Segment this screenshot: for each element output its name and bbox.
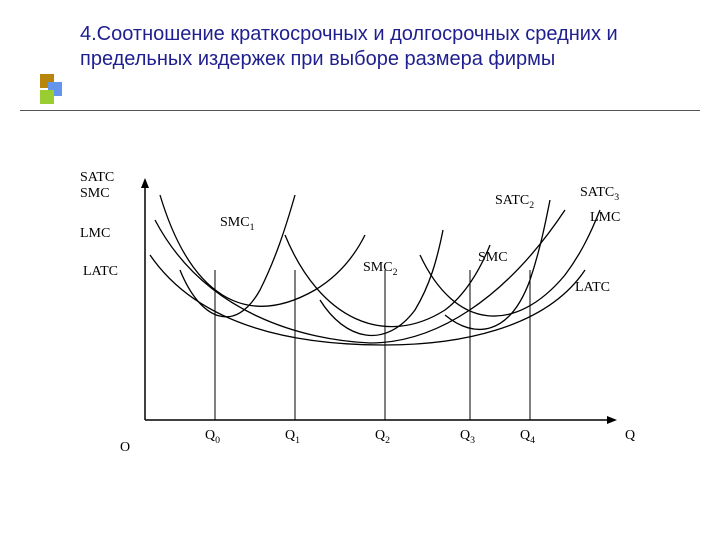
x-tick-label-2: Q2 bbox=[375, 428, 390, 446]
y-axis-label-2: LMC bbox=[80, 226, 110, 242]
curve-label-1: SMC2 bbox=[363, 260, 397, 278]
x-tick-label-4: Q4 bbox=[520, 428, 535, 446]
y-axis-label-1: SMC bbox=[80, 186, 110, 202]
x-axis-label: Q bbox=[625, 428, 635, 444]
y-axis-label-0: SATC bbox=[80, 170, 114, 186]
y-axis-label-3: LATC bbox=[83, 264, 118, 280]
x-tick-label-3: Q3 bbox=[460, 428, 475, 446]
curve-label-6: LATC bbox=[575, 280, 610, 296]
curve-label-4: SATC3 bbox=[580, 185, 619, 203]
origin-label: O bbox=[120, 440, 130, 456]
curve-label-0: SMC1 bbox=[220, 215, 254, 233]
x-tick-label-1: Q1 bbox=[285, 428, 300, 446]
curve-label-2: SMC bbox=[478, 250, 508, 266]
curve-label-5: LMC bbox=[590, 210, 620, 226]
slide-title: 4.Соотношение краткосрочных и долгосрочн… bbox=[80, 22, 680, 72]
curve-label-3: SATC2 bbox=[495, 193, 534, 211]
slide: 4.Соотношение краткосрочных и долгосрочн… bbox=[0, 0, 720, 540]
x-tick-label-0: Q0 bbox=[205, 428, 220, 446]
chart-svg bbox=[85, 160, 645, 460]
cost-curves-chart: SATCSMCLMCLATCOQQ0Q1Q2Q3Q4SMC1SMC2SMCSAT… bbox=[85, 160, 645, 460]
deco-square-3 bbox=[40, 90, 54, 104]
title-underline bbox=[20, 110, 700, 111]
